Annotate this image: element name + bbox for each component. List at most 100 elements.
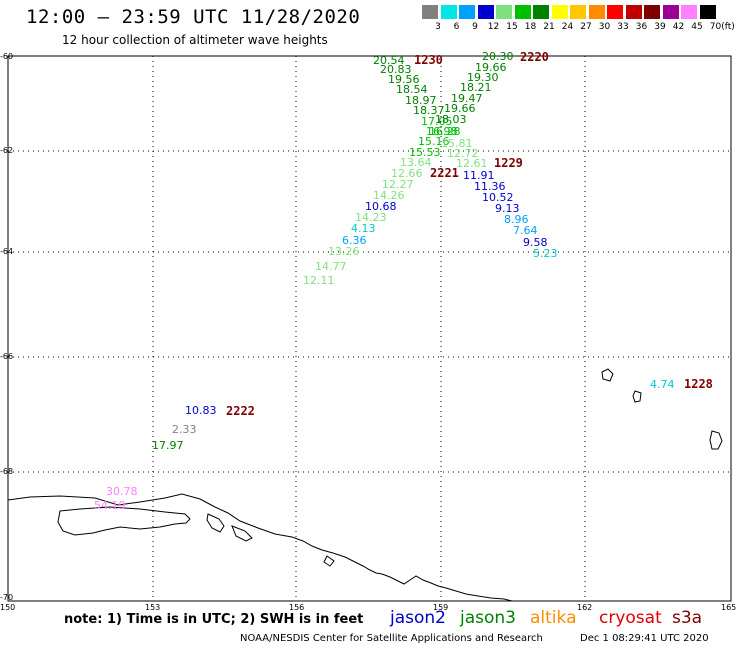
- swh-label: 18.37: [413, 104, 445, 117]
- swh-label: 15.53: [409, 146, 441, 159]
- swh-label: 20.83: [380, 63, 412, 76]
- pass-time-label: 1229: [494, 156, 523, 170]
- scale-label: 36: [635, 22, 648, 32]
- swh-label: 10.52: [482, 191, 514, 204]
- scale-swatch: [496, 5, 512, 19]
- pass-time-label: 1228: [684, 377, 713, 391]
- scale-swatch: [681, 5, 697, 19]
- scale-label: 70: [709, 22, 722, 32]
- scale-swatch: [662, 5, 679, 19]
- swh-label: 19.66: [475, 61, 507, 74]
- scale-label: 18: [524, 22, 537, 32]
- swh-label: 16.28: [429, 125, 461, 138]
- coastline: [7, 368, 723, 602]
- credit-line: NOAA/NESDIS Center for Satellite Applica…: [240, 633, 543, 644]
- legend-altika: altika: [530, 608, 577, 628]
- swh-label: 7.64: [513, 224, 538, 237]
- scale-swatch: [588, 5, 605, 19]
- swh-label: 14.26: [373, 189, 405, 202]
- swh-label: 11.36: [474, 180, 506, 193]
- scale-label: 6: [453, 22, 460, 32]
- page-title: 12:00 – 23:59 UTC 11/28/2020: [26, 6, 361, 28]
- swh-label: 18.54: [396, 83, 428, 96]
- swh-label: 10.83: [185, 404, 217, 417]
- lon-label: 165: [721, 603, 737, 612]
- swh-label: 8.96: [504, 213, 529, 226]
- legend-s3a: s3a: [672, 608, 703, 628]
- swh-label: 19.47: [451, 92, 483, 105]
- swh-label: 5.23: [533, 247, 558, 260]
- swh-label: 13.64: [400, 156, 432, 169]
- scale-swatch: [551, 5, 568, 19]
- page-subtitle: 12 hour collection of altimeter wave hei…: [62, 33, 328, 47]
- scale-label: 15: [506, 22, 518, 32]
- scale-swatch: [477, 5, 494, 19]
- swh-label: 12.61: [456, 157, 488, 170]
- swh-label: 14.23: [355, 211, 387, 224]
- swh-label: 19.30: [467, 71, 499, 84]
- graticule: [8, 56, 731, 601]
- swh-label: 15.81: [441, 137, 473, 150]
- legend-jason2: jason2: [390, 608, 446, 628]
- pass-time-label: 2220: [520, 50, 549, 64]
- scale-swatch: [644, 5, 660, 19]
- pass-time-label: 2221: [430, 166, 459, 180]
- scale-swatch: [625, 5, 642, 19]
- lat-label: -66: [0, 352, 14, 361]
- lon-label: 156: [289, 603, 305, 612]
- swh-label: 11.91: [463, 169, 495, 182]
- swh-label: 30.78: [106, 485, 138, 498]
- swh-label: 9.58: [523, 236, 548, 249]
- scale-label: 33: [617, 22, 629, 32]
- swh-label: 12.11: [303, 274, 335, 287]
- legend-jason3: jason3: [460, 608, 516, 628]
- scale-swatch: [440, 5, 457, 19]
- swh-label: 19.56: [388, 73, 420, 86]
- scale-label: 39: [654, 22, 666, 32]
- lat-label: -70: [0, 593, 14, 602]
- pass-time-label: 1230: [414, 53, 443, 67]
- lon-label: 159: [433, 603, 449, 612]
- swh-label: 19.66: [444, 102, 476, 115]
- swh-label: 12.72: [447, 147, 479, 160]
- lon-label: 162: [577, 603, 593, 612]
- swh-label: 12.27: [382, 178, 414, 191]
- scale-swatch: [570, 5, 586, 19]
- scale-label: 27: [580, 22, 592, 32]
- swh-label: 18.97: [405, 94, 437, 107]
- swh-label: 20.30: [482, 50, 514, 63]
- pass-time-label: 2222: [226, 404, 255, 418]
- map-frame: [7, 55, 732, 602]
- generated-timestamp: Dec 1 08:29:41 UTC 2020: [580, 633, 709, 644]
- scale-swatch: [607, 5, 623, 19]
- swh-label: 9.13: [495, 202, 520, 215]
- swh-label: 18.21: [460, 81, 492, 94]
- scale-swatch: [459, 5, 475, 19]
- swh-label: 10.68: [365, 200, 397, 213]
- swh-label: 54.19: [94, 499, 126, 512]
- swh-label: 20.54: [373, 54, 405, 67]
- swh-label: 18.03: [435, 113, 467, 126]
- lat-label: -62: [0, 146, 14, 155]
- swh-label: 17.05: [421, 115, 453, 128]
- lat-label: -64: [0, 247, 14, 256]
- swh-label: 14.77: [315, 260, 347, 273]
- lat-label: -60: [0, 52, 14, 61]
- swh-label: 12.66: [391, 167, 423, 180]
- scale-label: 12: [487, 22, 500, 32]
- scale-swatch: [533, 5, 549, 19]
- swh-label: 6.36: [342, 234, 367, 247]
- scale-label: 3: [435, 22, 441, 32]
- scale-label: 24: [561, 22, 574, 32]
- scale-label: 9: [472, 22, 478, 32]
- scale-label: 30: [598, 22, 611, 32]
- lat-label: -68: [0, 467, 14, 476]
- legend-cryosat: cryosat: [599, 608, 662, 628]
- scale-label: 42: [672, 22, 685, 32]
- scale-swatch: [514, 5, 531, 19]
- scale-swatch: [422, 5, 438, 19]
- swh-label: 16.98: [426, 125, 458, 138]
- scale-label: 21: [543, 22, 555, 32]
- scale-unit: (ft): [721, 22, 735, 32]
